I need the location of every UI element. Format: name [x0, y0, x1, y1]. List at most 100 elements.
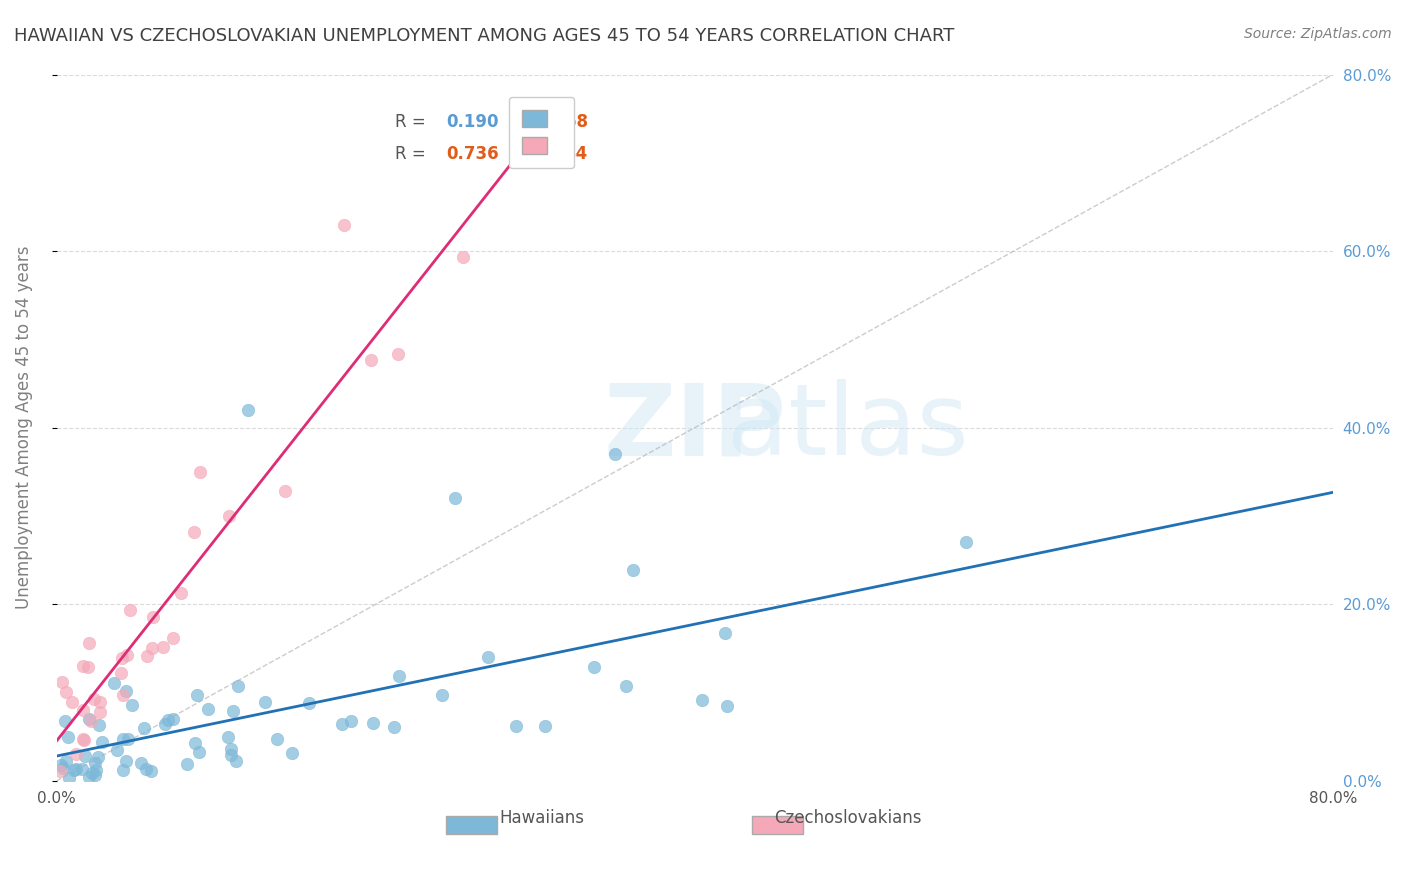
Point — [955, 535, 977, 549]
Point — [184, 736, 207, 750]
Point — [162, 632, 184, 646]
Point — [132, 722, 155, 736]
Point — [52, 761, 75, 775]
Point — [141, 641, 163, 656]
Point — [384, 720, 406, 734]
Point — [533, 718, 555, 732]
Point — [135, 762, 157, 776]
Point — [451, 251, 474, 265]
Point — [142, 610, 165, 624]
Legend: , : , — [509, 97, 574, 169]
Text: 34: 34 — [565, 145, 588, 163]
Point — [218, 508, 240, 523]
Point — [477, 650, 499, 665]
Point — [170, 585, 193, 599]
Point — [76, 660, 98, 674]
Point — [111, 763, 134, 777]
FancyBboxPatch shape — [752, 816, 803, 834]
Point — [361, 716, 384, 731]
Point — [117, 731, 139, 746]
Point — [73, 733, 96, 747]
Point — [89, 718, 111, 732]
Point — [72, 703, 94, 717]
Y-axis label: Unemployment Among Ages 45 to 54 years: Unemployment Among Ages 45 to 54 years — [15, 246, 32, 609]
Text: HAWAIIAN VS CZECHOSLOVAKIAN UNEMPLOYMENT AMONG AGES 45 TO 54 YEARS CORRELATION C: HAWAIIAN VS CZECHOSLOVAKIAN UNEMPLOYMENT… — [14, 27, 955, 45]
Point — [430, 688, 453, 702]
Point — [115, 754, 138, 768]
Point — [226, 679, 249, 693]
Point — [444, 491, 467, 506]
Point — [111, 651, 134, 665]
Point — [332, 218, 354, 232]
Point — [221, 747, 243, 762]
Point — [72, 731, 94, 746]
Point — [80, 714, 103, 729]
Text: 0.736: 0.736 — [446, 145, 499, 163]
Point — [84, 756, 107, 770]
Point — [152, 640, 174, 654]
Text: R =: R = — [395, 145, 430, 163]
Point — [217, 730, 239, 744]
Point — [75, 748, 97, 763]
Point — [298, 696, 321, 710]
Point — [716, 699, 738, 714]
Point — [266, 732, 288, 747]
FancyBboxPatch shape — [446, 816, 496, 834]
Point — [129, 756, 152, 771]
Point — [56, 730, 79, 744]
Point — [360, 352, 382, 367]
Point — [51, 675, 73, 690]
Text: Source: ZipAtlas.com: Source: ZipAtlas.com — [1244, 27, 1392, 41]
Point — [111, 731, 134, 746]
Point — [58, 772, 80, 786]
Point — [84, 763, 107, 777]
Point — [49, 764, 72, 779]
Point — [115, 648, 138, 662]
Text: ZIP: ZIP — [603, 379, 786, 476]
Point — [253, 695, 276, 709]
Point — [120, 602, 142, 616]
Point — [221, 704, 243, 718]
Point — [87, 750, 110, 764]
Point — [55, 754, 77, 768]
Point — [621, 563, 644, 577]
Point — [387, 347, 409, 361]
Point — [65, 747, 87, 761]
Point — [105, 742, 128, 756]
Point — [60, 695, 83, 709]
Point — [49, 758, 72, 772]
Point — [77, 635, 100, 649]
Text: Czechoslovakians: Czechoslovakians — [775, 809, 921, 827]
Point — [236, 403, 259, 417]
Point — [110, 666, 132, 681]
Point — [188, 465, 211, 479]
Point — [70, 762, 93, 776]
Point — [225, 754, 247, 768]
Text: N =: N = — [509, 145, 557, 163]
Point — [281, 747, 304, 761]
Point — [77, 770, 100, 784]
Point — [197, 701, 219, 715]
Point — [162, 712, 184, 726]
Point — [89, 706, 111, 720]
Point — [690, 693, 713, 707]
Text: 0.190: 0.190 — [446, 113, 498, 131]
Point — [83, 691, 105, 706]
Point — [135, 648, 157, 663]
Text: Hawaiians: Hawaiians — [499, 809, 583, 827]
Point — [153, 717, 176, 731]
Point — [63, 763, 86, 777]
Point — [77, 712, 100, 726]
Point — [139, 764, 162, 778]
Point — [183, 524, 205, 539]
Point — [387, 669, 409, 683]
Point — [274, 483, 297, 498]
Text: 68: 68 — [565, 113, 588, 131]
Point — [103, 675, 125, 690]
Point — [55, 714, 77, 728]
Point — [330, 717, 353, 731]
Text: atlas: atlas — [727, 379, 969, 476]
Point — [121, 698, 143, 712]
Point — [714, 626, 737, 640]
Point — [89, 695, 111, 709]
